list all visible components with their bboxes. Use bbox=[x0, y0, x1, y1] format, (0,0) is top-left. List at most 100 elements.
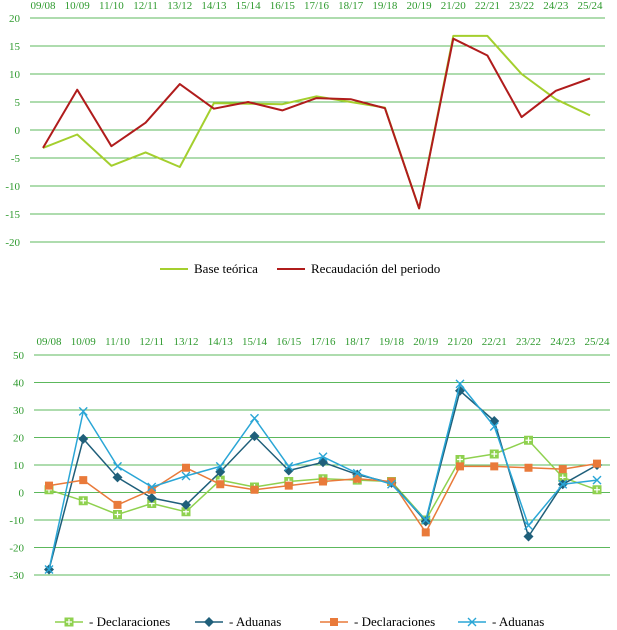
x-category-label: 14/13 bbox=[201, 0, 227, 12]
data-point bbox=[524, 463, 533, 472]
x-category-label: 19/18 bbox=[379, 336, 405, 348]
y-tick-label: -20 bbox=[5, 237, 20, 249]
data-point bbox=[216, 480, 225, 489]
data-point bbox=[592, 475, 602, 485]
y-tick-label: 20 bbox=[13, 433, 25, 445]
x-category-label: 09/08 bbox=[30, 0, 56, 12]
data-point bbox=[387, 479, 396, 489]
legend-label-4: - Aduanas bbox=[492, 614, 544, 629]
x-category-label: 21/20 bbox=[447, 336, 473, 348]
x-category-label: 11/10 bbox=[105, 336, 130, 348]
x-category-label: 18/17 bbox=[338, 0, 364, 12]
x-category-label: 19/18 bbox=[372, 0, 398, 12]
data-point bbox=[421, 515, 431, 525]
y-tick-label: 50 bbox=[13, 350, 25, 362]
x-category-label: 23/22 bbox=[516, 336, 541, 348]
x-category-label: 17/16 bbox=[304, 0, 330, 12]
data-point bbox=[147, 485, 156, 494]
data-point bbox=[284, 461, 294, 471]
x-category-label: 21/20 bbox=[441, 0, 467, 12]
y-tick-label: -5 bbox=[11, 153, 21, 165]
data-point bbox=[215, 461, 225, 471]
x-category-label: 15/14 bbox=[242, 336, 268, 348]
y-tick-label: 5 bbox=[15, 97, 21, 109]
data-point-cross bbox=[80, 497, 87, 504]
data-point bbox=[421, 528, 430, 537]
data-point bbox=[113, 500, 122, 509]
x-category-label: 11/10 bbox=[99, 0, 124, 12]
data-point bbox=[455, 379, 465, 389]
x-category-label: 14/13 bbox=[208, 336, 234, 348]
y-tick-label: 0 bbox=[15, 125, 21, 137]
data-point bbox=[490, 462, 499, 471]
data-point bbox=[44, 565, 54, 574]
data-point bbox=[249, 431, 260, 442]
data-point bbox=[113, 461, 122, 471]
legend-label-2: - Aduanas bbox=[229, 614, 281, 629]
x-category-label: 16/15 bbox=[270, 0, 296, 12]
x-category-label: 20/19 bbox=[413, 336, 439, 348]
data-point bbox=[250, 413, 259, 423]
legend-marker bbox=[204, 617, 214, 627]
data-point-cross bbox=[457, 456, 463, 463]
legend-marker bbox=[330, 618, 338, 626]
data-point bbox=[524, 521, 533, 530]
data-point-cross bbox=[114, 511, 121, 518]
y-tick-label: 15 bbox=[9, 41, 21, 53]
data-point bbox=[146, 493, 157, 503]
data-point bbox=[456, 462, 464, 471]
data-point-cross bbox=[525, 437, 532, 444]
x-category-label: 25/24 bbox=[584, 336, 610, 348]
data-point bbox=[489, 422, 499, 431]
legend-label-1: - Declaraciones bbox=[89, 614, 170, 629]
data-point bbox=[284, 481, 293, 490]
data-point bbox=[45, 481, 53, 490]
data-point bbox=[558, 465, 567, 474]
x-category-label: 25/24 bbox=[577, 0, 603, 12]
data-point bbox=[78, 433, 89, 444]
data-point bbox=[319, 477, 327, 486]
y-tick-label: 40 bbox=[13, 378, 25, 390]
x-category-label: 24/23 bbox=[543, 0, 569, 12]
legend-label-2: Recaudación del periodo bbox=[311, 261, 440, 276]
legend-label-1: Base teórica bbox=[194, 261, 258, 276]
data-point bbox=[181, 499, 191, 510]
data-point-cross bbox=[594, 486, 600, 493]
x-category-label: 13/12 bbox=[167, 0, 192, 12]
data-point bbox=[182, 463, 190, 472]
data-point bbox=[558, 479, 568, 489]
x-category-label: 13/12 bbox=[173, 336, 198, 348]
data-point bbox=[352, 468, 362, 478]
x-category-label: 10/09 bbox=[71, 336, 97, 348]
y-tick-label: -10 bbox=[9, 515, 24, 527]
x-category-label: 23/22 bbox=[509, 0, 534, 12]
data-point-cross bbox=[491, 451, 498, 457]
x-category-label: 09/08 bbox=[36, 336, 62, 348]
series-line-2 bbox=[42, 37, 591, 210]
data-point bbox=[112, 472, 123, 483]
data-point bbox=[593, 459, 601, 468]
x-category-label: 24/23 bbox=[550, 336, 576, 348]
x-category-label: 12/11 bbox=[139, 336, 164, 348]
data-point bbox=[250, 485, 259, 494]
x-category-label: 15/14 bbox=[236, 0, 262, 12]
y-tick-label: 10 bbox=[13, 460, 25, 472]
data-point bbox=[78, 406, 88, 416]
legend-marker bbox=[467, 617, 477, 627]
data-point bbox=[420, 516, 431, 527]
x-category-label: 20/19 bbox=[407, 0, 433, 12]
chart-2: -30 -20 -10 0 10 20 30 40 50 09/08 10/09 11/10 12/11… bbox=[9, 336, 610, 629]
y-tick-label: -30 bbox=[9, 570, 24, 582]
y-tick-label: 0 bbox=[19, 488, 25, 500]
data-point bbox=[79, 476, 88, 485]
data-point bbox=[181, 471, 191, 481]
x-category-label: 17/16 bbox=[310, 336, 336, 348]
data-point bbox=[353, 474, 362, 483]
legend-marker-cross bbox=[66, 619, 72, 625]
y-tick-label: -15 bbox=[5, 209, 20, 221]
y-tick-label: 10 bbox=[9, 69, 21, 81]
chart-1: -20 -15 -10 -5 0 5 10 15 20 09/08 10/09 11/10 12/11 1… bbox=[5, 0, 605, 276]
data-point bbox=[387, 477, 396, 486]
x-category-label: 12/11 bbox=[133, 0, 158, 12]
